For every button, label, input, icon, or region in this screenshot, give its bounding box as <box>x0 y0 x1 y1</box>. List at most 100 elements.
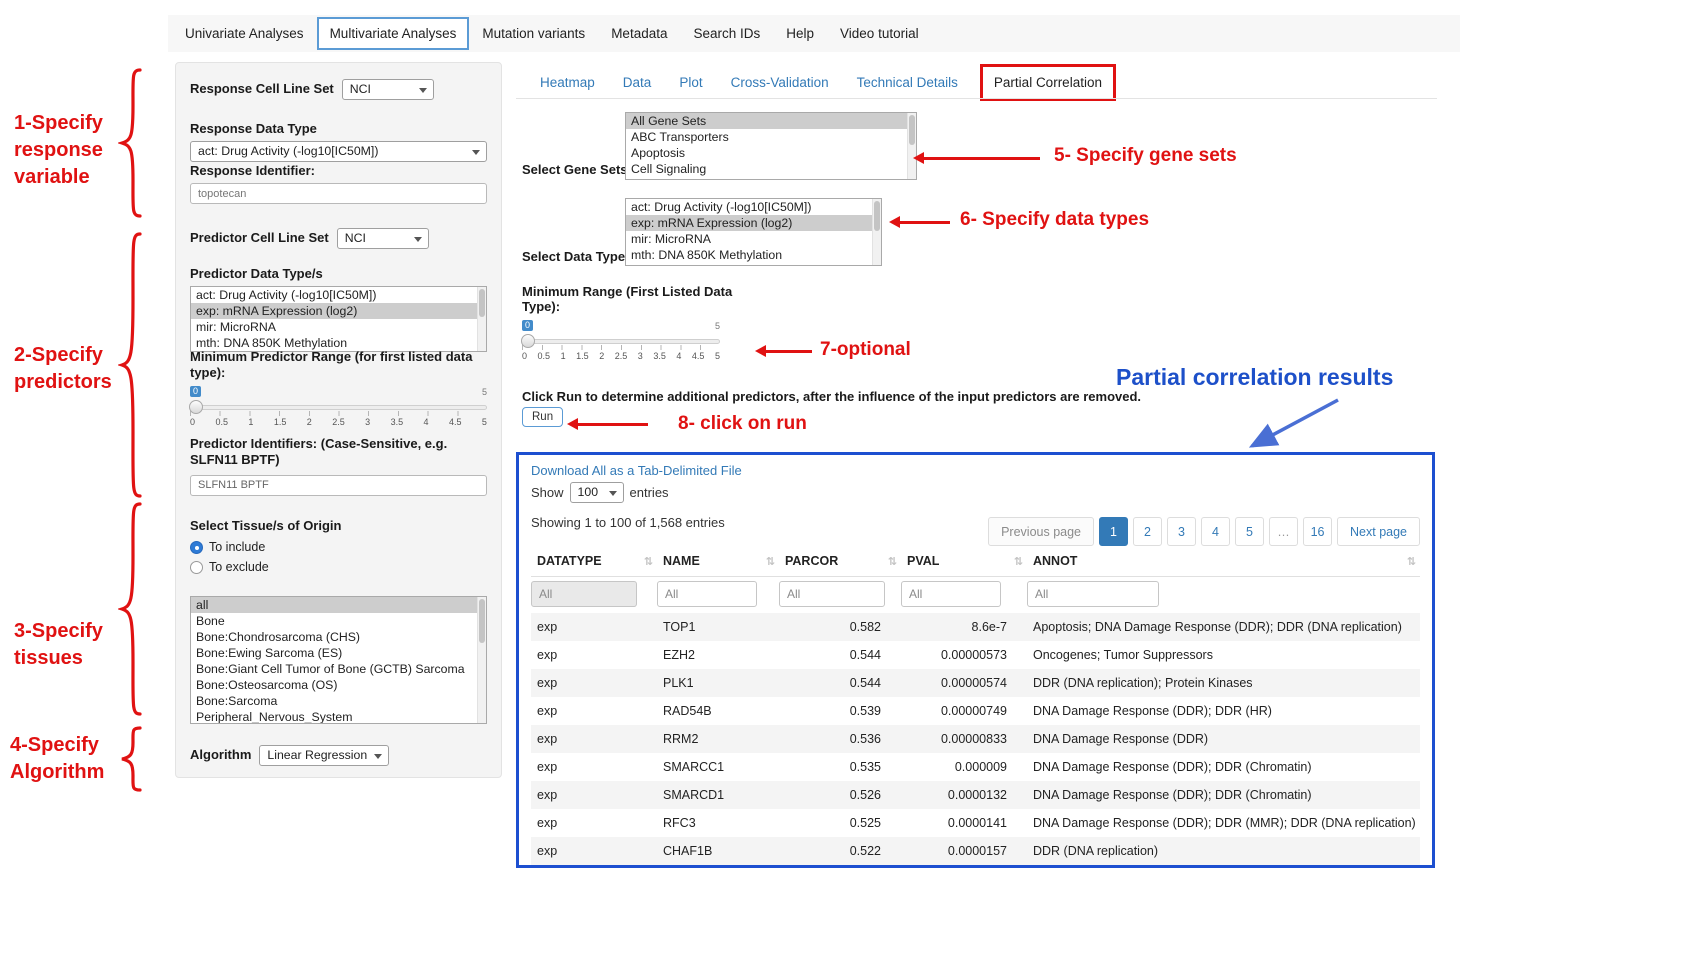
nav-multivariate-analyses[interactable]: Multivariate Analyses <box>316 17 470 50</box>
predictor-data-type-option-selected[interactable]: exp: mRNA Expression (log2) <box>191 303 486 320</box>
slider-handle[interactable] <box>521 334 535 348</box>
predictor-identifiers-group: Predictor Identifiers: (Case-Sensitive, … <box>190 436 487 496</box>
nav-help[interactable]: Help <box>786 26 815 41</box>
tissue-option[interactable]: Bone:Chondrosarcoma (CHS) <box>196 630 361 645</box>
column-header-annot[interactable]: ANNOT ⇅ <box>1027 546 1420 577</box>
tissue-include-row: To include <box>190 540 487 554</box>
predictor-data-type-option[interactable]: mir: MicroRNA <box>196 320 276 335</box>
column-header-datatype[interactable]: DATATYPE ⇅ <box>531 546 657 577</box>
response-cell-line-set-select[interactable]: NCI <box>341 79 434 100</box>
pagination: Previous page 1 2 3 4 5 … 16 Next page <box>988 517 1420 546</box>
tab-heatmap[interactable]: Heatmap <box>540 75 595 90</box>
sort-icon[interactable]: ⇅ <box>765 556 775 568</box>
scrollbar[interactable] <box>872 199 881 265</box>
sort-icon[interactable]: ⇅ <box>1013 556 1023 568</box>
tab-data[interactable]: Data <box>622 75 652 90</box>
gene-sets-listbox: All Gene Sets ABC Transporters Apoptosis… <box>625 112 917 180</box>
gene-sets-label: Select Gene Sets <box>522 162 628 177</box>
predictor-cell-line-set-label: Predictor Cell Line Set <box>190 230 329 246</box>
response-data-type-group: Response Data Type act: Drug Activity (-… <box>190 121 487 163</box>
next-page-button[interactable]: Next page <box>1337 517 1420 546</box>
show-entries-value: 100 <box>577 485 599 499</box>
tissue-option[interactable]: Bone:Osteosarcoma (OS) <box>196 678 338 693</box>
page-button-1[interactable]: 1 <box>1099 517 1129 546</box>
scrollbar[interactable] <box>907 113 916 179</box>
predictor-data-type-option[interactable]: mth: DNA 850K Methylation <box>196 336 348 351</box>
nav-search-ids[interactable]: Search IDs <box>693 26 761 41</box>
tissue-option-selected[interactable]: all <box>191 597 486 614</box>
scrollbar[interactable] <box>477 287 486 352</box>
sort-icon[interactable]: ⇅ <box>643 556 653 568</box>
data-type-option[interactable]: mth: DNA 850K Methylation <box>631 248 783 262</box>
predictor-identifiers-input[interactable] <box>190 474 487 496</box>
sort-icon[interactable]: ⇅ <box>1406 556 1416 568</box>
response-data-type-select[interactable]: act: Drug Activity (-log10[IC50M]) <box>190 141 487 163</box>
show-label: Show <box>531 485 564 500</box>
slider-track[interactable] <box>522 339 720 344</box>
show-entries-select[interactable]: 100 <box>569 482 624 503</box>
download-link[interactable]: Download All as a Tab-Delimited File <box>531 463 742 478</box>
table-header-row: DATATYPE ⇅ NAME ⇅ PARCOR ⇅ PVAL ⇅ ANNOT ⇅ <box>531 546 1420 577</box>
table-row: exp SMARCC1 0.535 0.000009 DNA Damage Resp… <box>537 760 1312 774</box>
gene-set-option-selected[interactable]: All Gene Sets <box>626 113 916 129</box>
column-header-parcor[interactable]: PARCOR ⇅ <box>779 546 901 577</box>
tissue-option[interactable]: Peripheral_Nervous_System <box>196 710 353 725</box>
tab-partial-correlation[interactable]: Partial Correlation <box>979 64 1116 101</box>
response-cell-line-set-group: Response Cell Line Set NCI <box>190 79 487 100</box>
page-button-2[interactable]: 2 <box>1133 517 1163 546</box>
tissue-option[interactable]: Bone:Giant Cell Tumor of Bone (GCTB) Sar… <box>196 662 465 677</box>
predictor-cell-line-set-select[interactable]: NCI <box>336 228 429 249</box>
page-button-3[interactable]: 3 <box>1167 517 1197 546</box>
nav-video-tutorial[interactable]: Video tutorial <box>840 26 919 41</box>
tissue-include-radio[interactable] <box>190 540 203 554</box>
slider-tick-labels: 0 0.5 1 1.5 2 2.5 3 3.5 4 4.5 5 <box>522 351 720 361</box>
run-button[interactable]: Run <box>522 407 564 427</box>
tissue-option[interactable]: Bone:Ewing Sarcoma (ES) <box>196 646 343 661</box>
predictor-data-type-option[interactable]: act: Drug Activity (-log10[IC50M]) <box>196 288 377 303</box>
tissue-option[interactable]: Bone <box>196 614 225 629</box>
scrollbar[interactable] <box>477 597 486 724</box>
response-identifier-group: Response Identifier: <box>190 163 487 205</box>
table-row: exp SMARCD1 0.526 0.0000132 DNA Damage Res… <box>531 781 1420 809</box>
predictor-cell-line-set-group: Predictor Cell Line Set NCI <box>190 228 487 249</box>
tissue-listbox: all Bone Bone:Chondrosarcoma (CHS) Bone:… <box>190 596 487 725</box>
slider-track[interactable] <box>190 404 487 410</box>
predictor-identifiers-label: Predictor Identifiers: (Case-Sensitive, … <box>190 436 448 468</box>
data-type-option[interactable]: mir: MicroRNA <box>631 232 711 246</box>
data-type-option[interactable]: act: Drug Activity (-log10[IC50M]) <box>631 200 812 214</box>
gene-set-option[interactable]: ABC Transporters <box>631 130 729 144</box>
tab-plot[interactable]: Plot <box>679 75 703 90</box>
page-button-5[interactable]: 5 <box>1235 517 1265 546</box>
column-header-pval[interactable]: PVAL ⇅ <box>901 546 1027 577</box>
nav-univariate-analyses[interactable]: Univariate Analyses <box>185 26 304 41</box>
nav-metadata[interactable]: Metadata <box>611 26 668 41</box>
response-cell-line-set-label: Response Cell Line Set <box>190 81 334 97</box>
gene-set-option[interactable]: Cell Signaling <box>631 162 707 176</box>
previous-page-button[interactable]: Previous page <box>988 517 1095 546</box>
page-button-4[interactable]: 4 <box>1201 517 1231 546</box>
column-header-name[interactable]: NAME ⇅ <box>657 546 779 577</box>
gene-set-option[interactable]: Apoptosis <box>631 146 686 160</box>
settings-panel: Response Cell Line Set NCI Response Data… <box>175 62 502 778</box>
filter-annot-input[interactable] <box>1027 581 1159 607</box>
filter-name-input[interactable] <box>657 581 757 607</box>
tab-cross-validation[interactable]: Cross-Validation <box>730 75 829 90</box>
red-arrow-optional-icon <box>755 345 812 357</box>
annotation-step5: 5- Specify gene sets <box>1054 145 1237 166</box>
results-table: DATATYPE⇅ NAME⇅ PARCOR⇅ PVAL⇅ ANNOT⇅ exp… <box>531 546 1420 865</box>
filter-datatype-input[interactable] <box>531 581 637 607</box>
sort-icon[interactable]: ⇅ <box>887 556 897 568</box>
response-identifier-input[interactable] <box>190 183 487 205</box>
tissue-exclude-radio[interactable] <box>190 560 203 574</box>
min-range-slider: 0 5 0 0.5 1 1.5 2 2.5 3 3.5 4 4.5 5 <box>521 320 720 364</box>
annotation-step8: 8- click on run <box>678 413 807 434</box>
tab-technical-details[interactable]: Technical Details <box>856 75 958 90</box>
filter-pval-input[interactable] <box>901 581 1001 607</box>
slider-handle[interactable] <box>189 399 203 414</box>
nav-mutation-variants[interactable]: Mutation variants <box>482 26 586 41</box>
filter-parcor-input[interactable] <box>779 581 885 607</box>
algorithm-select[interactable]: Linear Regression <box>259 745 390 766</box>
page-button-16[interactable]: 16 <box>1303 517 1333 546</box>
tissue-option[interactable]: Bone:Sarcoma <box>196 694 278 709</box>
data-type-option-selected[interactable]: exp: mRNA Expression (log2) <box>626 215 881 231</box>
